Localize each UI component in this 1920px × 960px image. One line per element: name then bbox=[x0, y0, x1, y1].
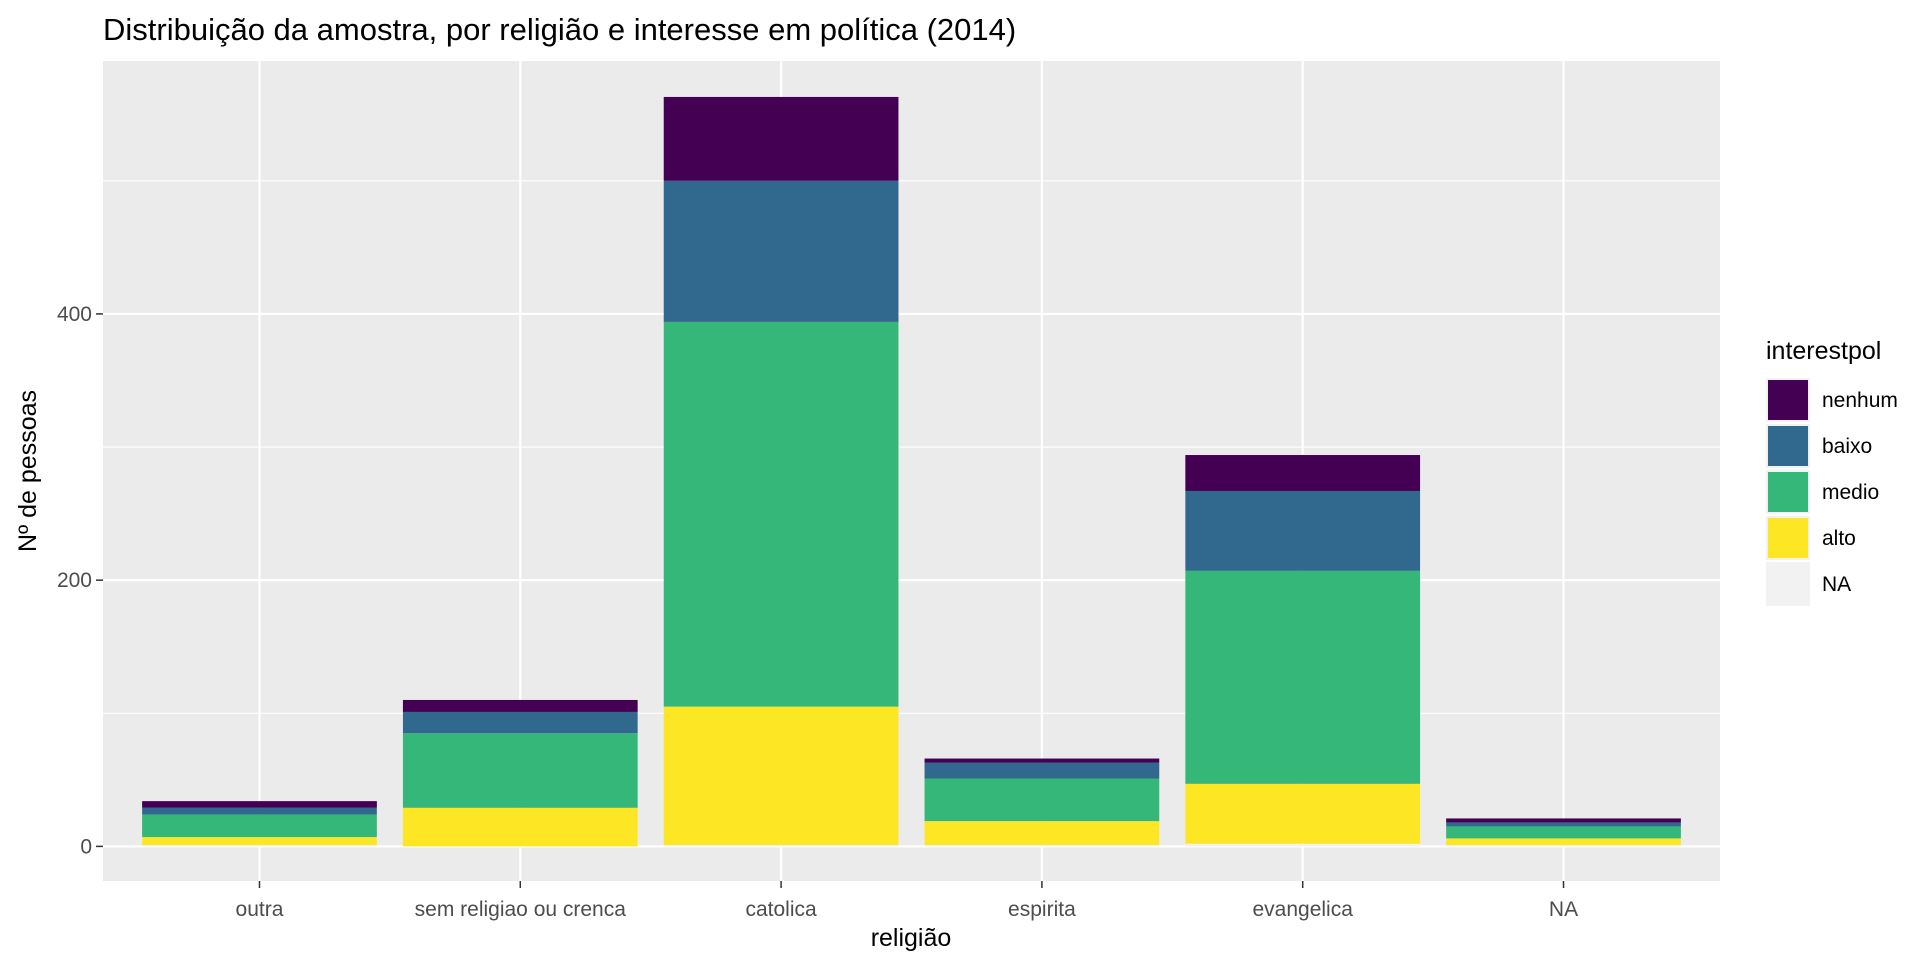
bar-segment bbox=[924, 821, 1160, 846]
legend-title: interestpol bbox=[1766, 337, 1881, 365]
legend-key-swatch bbox=[1768, 472, 1808, 512]
x-tick-label: sem religiao ou crenca bbox=[415, 898, 627, 921]
bar-segment bbox=[1446, 822, 1681, 827]
bar-segment bbox=[1185, 455, 1421, 491]
x-tick-label: NA bbox=[1549, 898, 1578, 921]
legend-keys: nenhum baixo medio alto NA bbox=[1766, 378, 1898, 606]
y-tick-label: 400 bbox=[57, 303, 92, 326]
y-axis-title: Nº de pessoas bbox=[14, 390, 42, 552]
bar-segment bbox=[402, 807, 638, 847]
legend-key-swatch bbox=[1768, 380, 1808, 420]
bar-segment bbox=[402, 699, 638, 712]
bar-segment bbox=[1446, 818, 1681, 823]
bar-segment bbox=[402, 733, 638, 808]
bar-segment bbox=[663, 321, 899, 707]
legend-label: NA bbox=[1822, 573, 1851, 596]
y-tick-label: 0 bbox=[80, 835, 92, 858]
x-tick-label: catolica bbox=[745, 898, 817, 921]
bar-segment bbox=[663, 845, 899, 847]
y-tick-label: 200 bbox=[57, 569, 92, 592]
bar-segment bbox=[142, 837, 377, 846]
bar-segment bbox=[1446, 826, 1681, 839]
x-tick-label: outra bbox=[236, 898, 284, 921]
legend-key-swatch bbox=[1768, 518, 1808, 558]
legend: interestpol nenhum baixo medio alto NA bbox=[1766, 337, 1898, 606]
bar-segment bbox=[142, 801, 377, 808]
legend-label: medio bbox=[1822, 481, 1879, 504]
bar-segment bbox=[663, 706, 899, 846]
bar-segment bbox=[1185, 570, 1421, 784]
bar-segment bbox=[663, 180, 899, 322]
legend-label: baixo bbox=[1822, 435, 1872, 458]
grid-lines bbox=[103, 61, 1720, 881]
bar-segment bbox=[1185, 783, 1421, 844]
bar-segment bbox=[1446, 838, 1681, 846]
x-axis-ticks: outra sem religiao ou crenca catolica espir… bbox=[236, 881, 1578, 921]
legend-label: nenhum bbox=[1822, 389, 1898, 412]
bar-segment bbox=[1185, 843, 1421, 847]
legend-key-swatch bbox=[1768, 564, 1808, 604]
x-axis-title: religião bbox=[871, 924, 952, 952]
bar-segment bbox=[924, 778, 1160, 822]
plot-panel bbox=[103, 61, 1720, 881]
bar-segment bbox=[924, 762, 1160, 779]
bar-segment bbox=[663, 96, 899, 181]
y-axis-ticks: 0 200 400 bbox=[57, 303, 103, 858]
legend-label: alto bbox=[1822, 527, 1856, 550]
chart-title: Distribuição da amostra, por religião e … bbox=[103, 12, 1016, 47]
bar-segment bbox=[924, 758, 1160, 763]
bar-segment bbox=[402, 711, 638, 734]
bar-segment bbox=[142, 845, 377, 847]
x-tick-label: evangelica bbox=[1253, 898, 1354, 921]
legend-key-swatch bbox=[1768, 426, 1808, 466]
x-tick-label: espirita bbox=[1008, 898, 1076, 921]
bar-segment bbox=[142, 807, 377, 815]
bar-segment bbox=[924, 845, 1160, 847]
bar-segment bbox=[1446, 845, 1681, 847]
bar-segment bbox=[1185, 490, 1421, 571]
bars bbox=[142, 96, 1681, 847]
bar-segment bbox=[142, 814, 377, 838]
